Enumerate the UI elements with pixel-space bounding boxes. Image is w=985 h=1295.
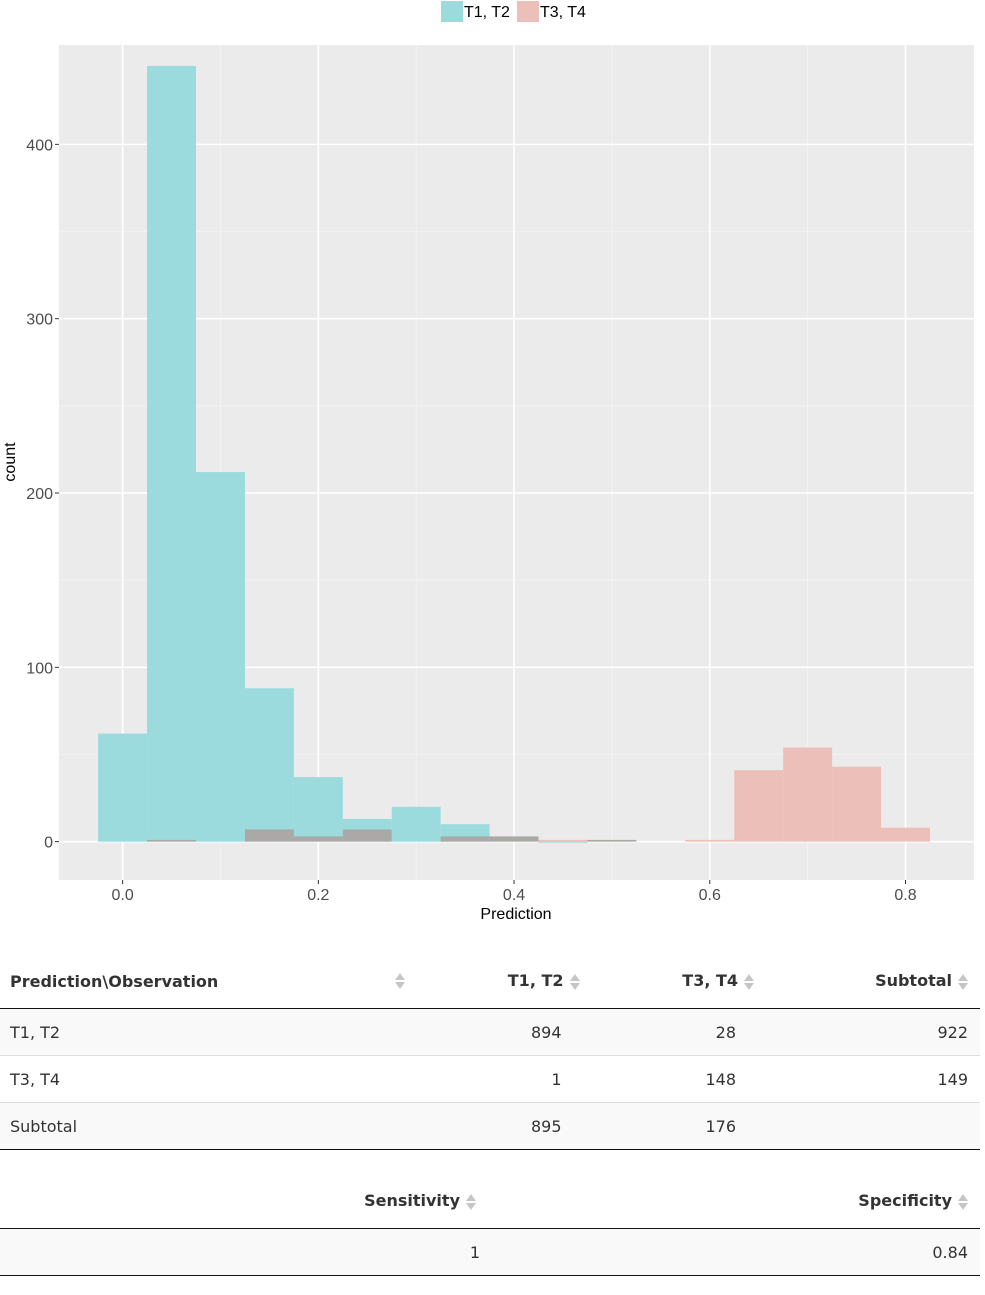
bar-overlap	[342, 829, 392, 842]
x-tick-label: 0.4	[503, 887, 525, 904]
table-row: T1, T2 894 28 922	[0, 1008, 980, 1056]
legend-key	[517, 1, 539, 22]
table-cell: 28	[591, 1008, 767, 1056]
legend-label: T3, T4	[540, 4, 586, 21]
bar-t3-t4	[881, 827, 930, 842]
row-label: Subtotal	[0, 1102, 417, 1150]
bars	[98, 65, 930, 843]
y-axis-title: count	[2, 442, 19, 482]
y-tick-label: 100	[26, 660, 53, 677]
sort-icon[interactable]	[744, 973, 755, 991]
col-header-subtotal[interactable]: Subtotal	[766, 954, 980, 1009]
bar-t1-t2	[244, 688, 294, 842]
bar-overlap	[244, 829, 294, 842]
x-axis-title: Prediction	[480, 906, 551, 923]
table-cell: 1	[417, 1055, 592, 1103]
sort-icon[interactable]	[395, 972, 405, 990]
table-cell: 922	[766, 1008, 980, 1056]
row-label: T3, T4	[0, 1055, 417, 1103]
specificity-value: 0.84	[488, 1228, 980, 1276]
col-header-label: Sensitivity	[364, 1191, 460, 1211]
metrics-table: Sensitivity Specificity 1 0.84	[0, 1174, 980, 1276]
bar-overlap	[293, 836, 343, 842]
table-cell: 176	[591, 1102, 767, 1150]
table-cell	[766, 1102, 980, 1150]
x-tick-label: 0.0	[111, 887, 133, 904]
axes: 0.0 0.2 0.4 0.6 0.8 0 100 200 300 400	[26, 137, 916, 904]
bar-t1-t2	[293, 777, 343, 842]
table-cell: 895	[417, 1102, 592, 1150]
bar-t1-t2	[538, 841, 588, 843]
col-header-label: Prediction\Observation	[10, 971, 219, 991]
legend-label: T1, T2	[464, 4, 510, 21]
col-header-specificity[interactable]: Specificity	[488, 1174, 980, 1229]
col-header-t1-t2[interactable]: T1, T2	[417, 954, 592, 1009]
bar-t1-t2	[147, 65, 197, 842]
y-tick-label: 300	[26, 312, 53, 329]
table-cell: 148	[591, 1055, 767, 1103]
sort-icon[interactable]	[466, 1193, 476, 1211]
x-tick-label: 0.6	[699, 887, 721, 904]
metrics-table-header-row: Sensitivity Specificity	[0, 1174, 980, 1229]
bar-t3-t4	[734, 770, 784, 842]
col-header-label: T1, T2	[507, 971, 564, 991]
grid-minor	[59, 45, 974, 880]
sort-icon[interactable]	[958, 973, 968, 991]
x-tick-label: 0.2	[307, 887, 329, 904]
bar-t3-t4	[832, 766, 882, 842]
table-cell: 149	[766, 1055, 980, 1103]
col-header-sensitivity[interactable]: Sensitivity	[0, 1174, 488, 1229]
bar-overlap	[440, 836, 490, 842]
bar-overlap	[587, 839, 637, 842]
col-header-label: T3, T4	[682, 971, 739, 991]
bar-t1-t2	[196, 472, 245, 842]
y-tick-label: 0	[44, 835, 53, 852]
bar-t3-t4	[685, 839, 735, 842]
table-row: 1 0.84	[0, 1228, 980, 1276]
bar-t3-t4	[783, 747, 833, 842]
table-row: Subtotal 895 176	[0, 1102, 980, 1150]
sort-icon[interactable]	[958, 1193, 968, 1211]
row-label: T1, T2	[0, 1008, 417, 1056]
sensitivity-value: 1	[0, 1228, 488, 1276]
bar-overlap	[489, 836, 539, 842]
y-tick-label: 400	[26, 137, 53, 154]
x-tick-label: 0.8	[894, 887, 916, 904]
bar-overlap	[147, 839, 197, 842]
confusion-table-header-row: Prediction\Observation T1, T2 T3, T4 Sub…	[0, 954, 980, 1009]
table-row: T3, T4 1 148 149	[0, 1055, 980, 1103]
sort-icon[interactable]	[569, 973, 580, 991]
col-header-label: Subtotal	[875, 971, 952, 991]
y-tick-label: 200	[26, 486, 53, 503]
histogram-chart: 0.0 0.2 0.4 0.6 0.8 0 100 200 300 400 T1, T2 T3, T…	[2, 1, 974, 923]
table-cell: 894	[417, 1008, 592, 1056]
bar-t3-t4	[538, 839, 588, 842]
legend-key	[441, 1, 463, 22]
legend: T1, T2 T3, T4	[441, 1, 586, 22]
bar-t1-t2	[98, 733, 148, 842]
col-header-t3-t4[interactable]: T3, T4	[591, 954, 767, 1009]
col-header-prediction-observation[interactable]: Prediction\Observation	[0, 954, 417, 1009]
confusion-table: Prediction\Observation T1, T2 T3, T4 Sub…	[0, 954, 980, 1150]
col-header-label: Specificity	[858, 1191, 952, 1211]
bar-t1-t2	[391, 806, 441, 842]
